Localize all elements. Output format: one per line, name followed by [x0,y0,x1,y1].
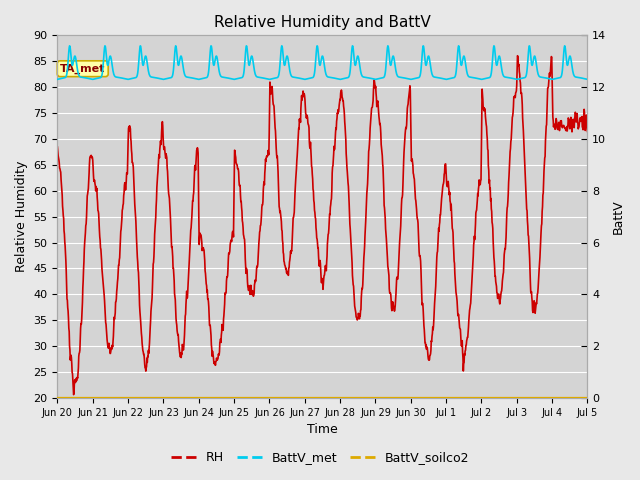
Y-axis label: BattV: BattV [612,199,625,234]
Title: Relative Humidity and BattV: Relative Humidity and BattV [214,15,431,30]
X-axis label: Time: Time [307,423,338,436]
Legend: RH, BattV_met, BattV_soilco2: RH, BattV_met, BattV_soilco2 [166,446,474,469]
Text: TA_met: TA_met [60,63,106,74]
Y-axis label: Relative Humidity: Relative Humidity [15,161,28,272]
